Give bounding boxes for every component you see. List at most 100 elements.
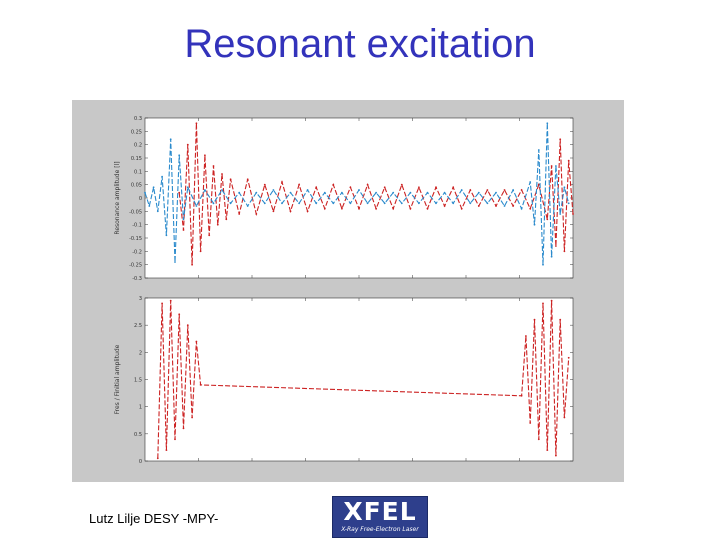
top-series-1-point bbox=[315, 202, 318, 205]
top-series-1-point bbox=[323, 191, 326, 194]
bottom-series-0-point bbox=[563, 416, 566, 419]
bottom-series-0-point bbox=[542, 302, 544, 305]
top-series-1-point bbox=[477, 191, 480, 194]
top-series-1-point bbox=[452, 202, 455, 205]
figure-panel: 0.3 0.25 0.2 0.15 0.1 0.05 0 -0.05 -0.1 -0.15 -0.2… bbox=[72, 100, 624, 482]
top-series-0-point bbox=[281, 181, 283, 183]
top-series-0-point bbox=[400, 183, 403, 186]
bottom-series-0-point bbox=[199, 384, 202, 386]
top-series-1-point bbox=[443, 191, 446, 194]
chart-figure: 0.3 0.25 0.2 0.15 0.1 0.05 0 -0.05 -0.1 -0.15 -0.2… bbox=[114, 116, 574, 465]
bottom-series-0-point bbox=[550, 299, 553, 302]
top-series-0-point bbox=[221, 173, 223, 175]
top-series-0-point bbox=[550, 165, 553, 167]
top-series-0-point bbox=[323, 207, 326, 210]
top-series-1-point bbox=[418, 202, 420, 205]
top-y-tick-label: -0.1 bbox=[132, 223, 142, 229]
top-series-0-point bbox=[375, 207, 377, 210]
top-y-tick-label: 0.2 bbox=[134, 143, 142, 149]
top-series-1-point bbox=[212, 202, 215, 205]
top-y-tick-label: 0.15 bbox=[131, 156, 142, 162]
bottom-chart: 3 2.5 2 1.5 1 0.5 0 Fres / Finitial amplitude bbox=[114, 296, 574, 465]
top-series-1-point bbox=[148, 205, 151, 207]
bottom-y-axis-label: Fres / Finitial amplitude bbox=[114, 344, 121, 414]
top-series-0-point bbox=[204, 154, 206, 157]
top-series-0-point bbox=[332, 183, 335, 186]
bottom-series-0-point bbox=[529, 422, 532, 424]
top-series-1-point bbox=[178, 154, 181, 157]
top-series-0-point bbox=[520, 189, 523, 191]
top-series-1-point bbox=[559, 213, 562, 215]
top-series-0-point bbox=[298, 183, 300, 186]
top-y-tick-label: -0.05 bbox=[129, 209, 142, 215]
bottom-series-0-point bbox=[178, 313, 181, 316]
top-series-0-point bbox=[208, 234, 211, 237]
top-series-1-point bbox=[537, 149, 540, 151]
top-series-0-point bbox=[341, 207, 343, 210]
top-series-1-point bbox=[238, 191, 241, 194]
top-series-0-point bbox=[486, 189, 489, 191]
top-series-0-line bbox=[178, 123, 574, 265]
bottom-series-0-point bbox=[191, 416, 193, 419]
top-series-0-point bbox=[495, 205, 497, 207]
top-series-1-point bbox=[400, 202, 403, 205]
top-series-0-point bbox=[238, 213, 241, 215]
top-series-1-point bbox=[550, 255, 553, 258]
top-series-0-point bbox=[349, 186, 352, 189]
top-series-1-point bbox=[383, 202, 386, 205]
top-series-0-point bbox=[392, 207, 395, 210]
top-y-tick-label: 0 bbox=[139, 196, 142, 202]
bottom-series-0-point bbox=[567, 356, 570, 359]
bottom-series-0-point bbox=[165, 449, 168, 451]
slide-title: Resonant excitation bbox=[184, 22, 536, 66]
top-series-0-point bbox=[426, 207, 429, 210]
top-chart: 0.3 0.25 0.2 0.15 0.1 0.05 0 -0.05 -0.1 -0.15 -0.2… bbox=[114, 116, 574, 282]
top-y-tick-label: -0.3 bbox=[132, 276, 142, 282]
top-series-1-point bbox=[341, 191, 343, 194]
top-series-0-point bbox=[229, 178, 232, 181]
xfel-logo: XFEL X-Ray Free-Electron Laser bbox=[332, 496, 428, 538]
top-series-1-point bbox=[435, 202, 437, 205]
top-series-0-point bbox=[567, 159, 570, 162]
top-series-0-point bbox=[225, 218, 228, 221]
top-series-1-point bbox=[460, 189, 463, 191]
top-series-0-point bbox=[212, 165, 215, 167]
bottom-y-tick-label: 2 bbox=[139, 350, 142, 356]
bottom-series-0-point bbox=[533, 318, 536, 321]
top-series-0-point bbox=[191, 263, 193, 266]
top-series-0-point bbox=[255, 213, 258, 215]
bottom-y-tick-label: 1 bbox=[139, 405, 142, 411]
top-series-1-point bbox=[512, 189, 514, 191]
top-series-0-point bbox=[443, 205, 446, 207]
bottom-series-0-point bbox=[525, 335, 527, 337]
top-series-0-point bbox=[477, 205, 480, 207]
top-series-1-point bbox=[289, 191, 292, 194]
top-series-0-point bbox=[315, 186, 318, 189]
top-series-0-point bbox=[182, 229, 185, 231]
top-series-0-point bbox=[469, 189, 472, 191]
bottom-series-0-point bbox=[174, 438, 176, 441]
top-series-1-point bbox=[495, 191, 497, 194]
bottom-series-0-point bbox=[182, 427, 185, 430]
top-series-1-point bbox=[165, 234, 168, 237]
top-series-1-point bbox=[563, 186, 566, 189]
top-series-1-point bbox=[546, 122, 549, 125]
top-series-0-point bbox=[572, 213, 574, 215]
top-series-0-point bbox=[418, 186, 420, 189]
top-series-0-point bbox=[246, 178, 249, 181]
top-series-1-line bbox=[144, 123, 570, 265]
top-y-tick-label: -0.15 bbox=[129, 236, 142, 242]
top-y-axis-label: Resonance amplitude [l] bbox=[114, 161, 121, 234]
bottom-series-0-point bbox=[537, 438, 540, 441]
top-series-0-point bbox=[563, 250, 566, 253]
bottom-series-0-point bbox=[186, 324, 189, 327]
top-series-0-point bbox=[559, 138, 562, 141]
top-series-1-point bbox=[161, 175, 163, 178]
top-series-1-point bbox=[186, 186, 189, 189]
bottom-series-0-point bbox=[555, 454, 557, 457]
top-series-1-point bbox=[375, 191, 377, 194]
top-series-1-point bbox=[469, 202, 472, 205]
top-series-0-point bbox=[546, 218, 549, 221]
top-series-0-point bbox=[358, 207, 360, 210]
bottom-y-tick-label: 0 bbox=[139, 459, 142, 465]
